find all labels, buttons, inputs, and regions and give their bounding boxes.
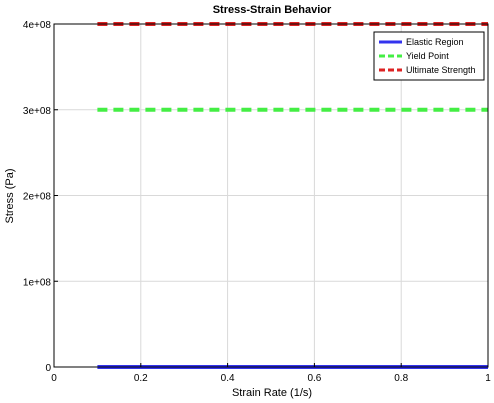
legend-label: Elastic Region (406, 37, 464, 47)
legend: Elastic Region Yield Point Ultimate Streng… (373, 31, 485, 81)
x-tick-label: 0.8 (394, 373, 408, 384)
y-tick-label: 0 (45, 363, 51, 374)
y-tick-label: 1e+08 (23, 277, 52, 288)
x-tick-label: 0.6 (307, 373, 321, 384)
x-tick-label: 0.4 (221, 373, 235, 384)
x-axis-label: Strain Rate (1/s) (232, 387, 312, 399)
chart-title: Stress-Strain Behavior (213, 4, 332, 16)
tick-group: 0 0.2 0.4 0.6 0.8 1 0 1e+08 2e+08 3e+08 4e+08 (23, 20, 491, 384)
y-axis-label: Stress (Pa) (4, 168, 16, 223)
legend-label: Ultimate Strength (406, 65, 476, 75)
x-tick-label: 0 (51, 373, 57, 384)
y-tick-label: 2e+08 (23, 192, 52, 203)
y-tick-label: 3e+08 (23, 106, 52, 117)
y-tick-label: 4e+08 (23, 20, 52, 31)
x-tick-label: 1 (485, 373, 491, 384)
legend-label: Yield Point (406, 51, 449, 61)
x-tick-label: 0.2 (134, 373, 148, 384)
